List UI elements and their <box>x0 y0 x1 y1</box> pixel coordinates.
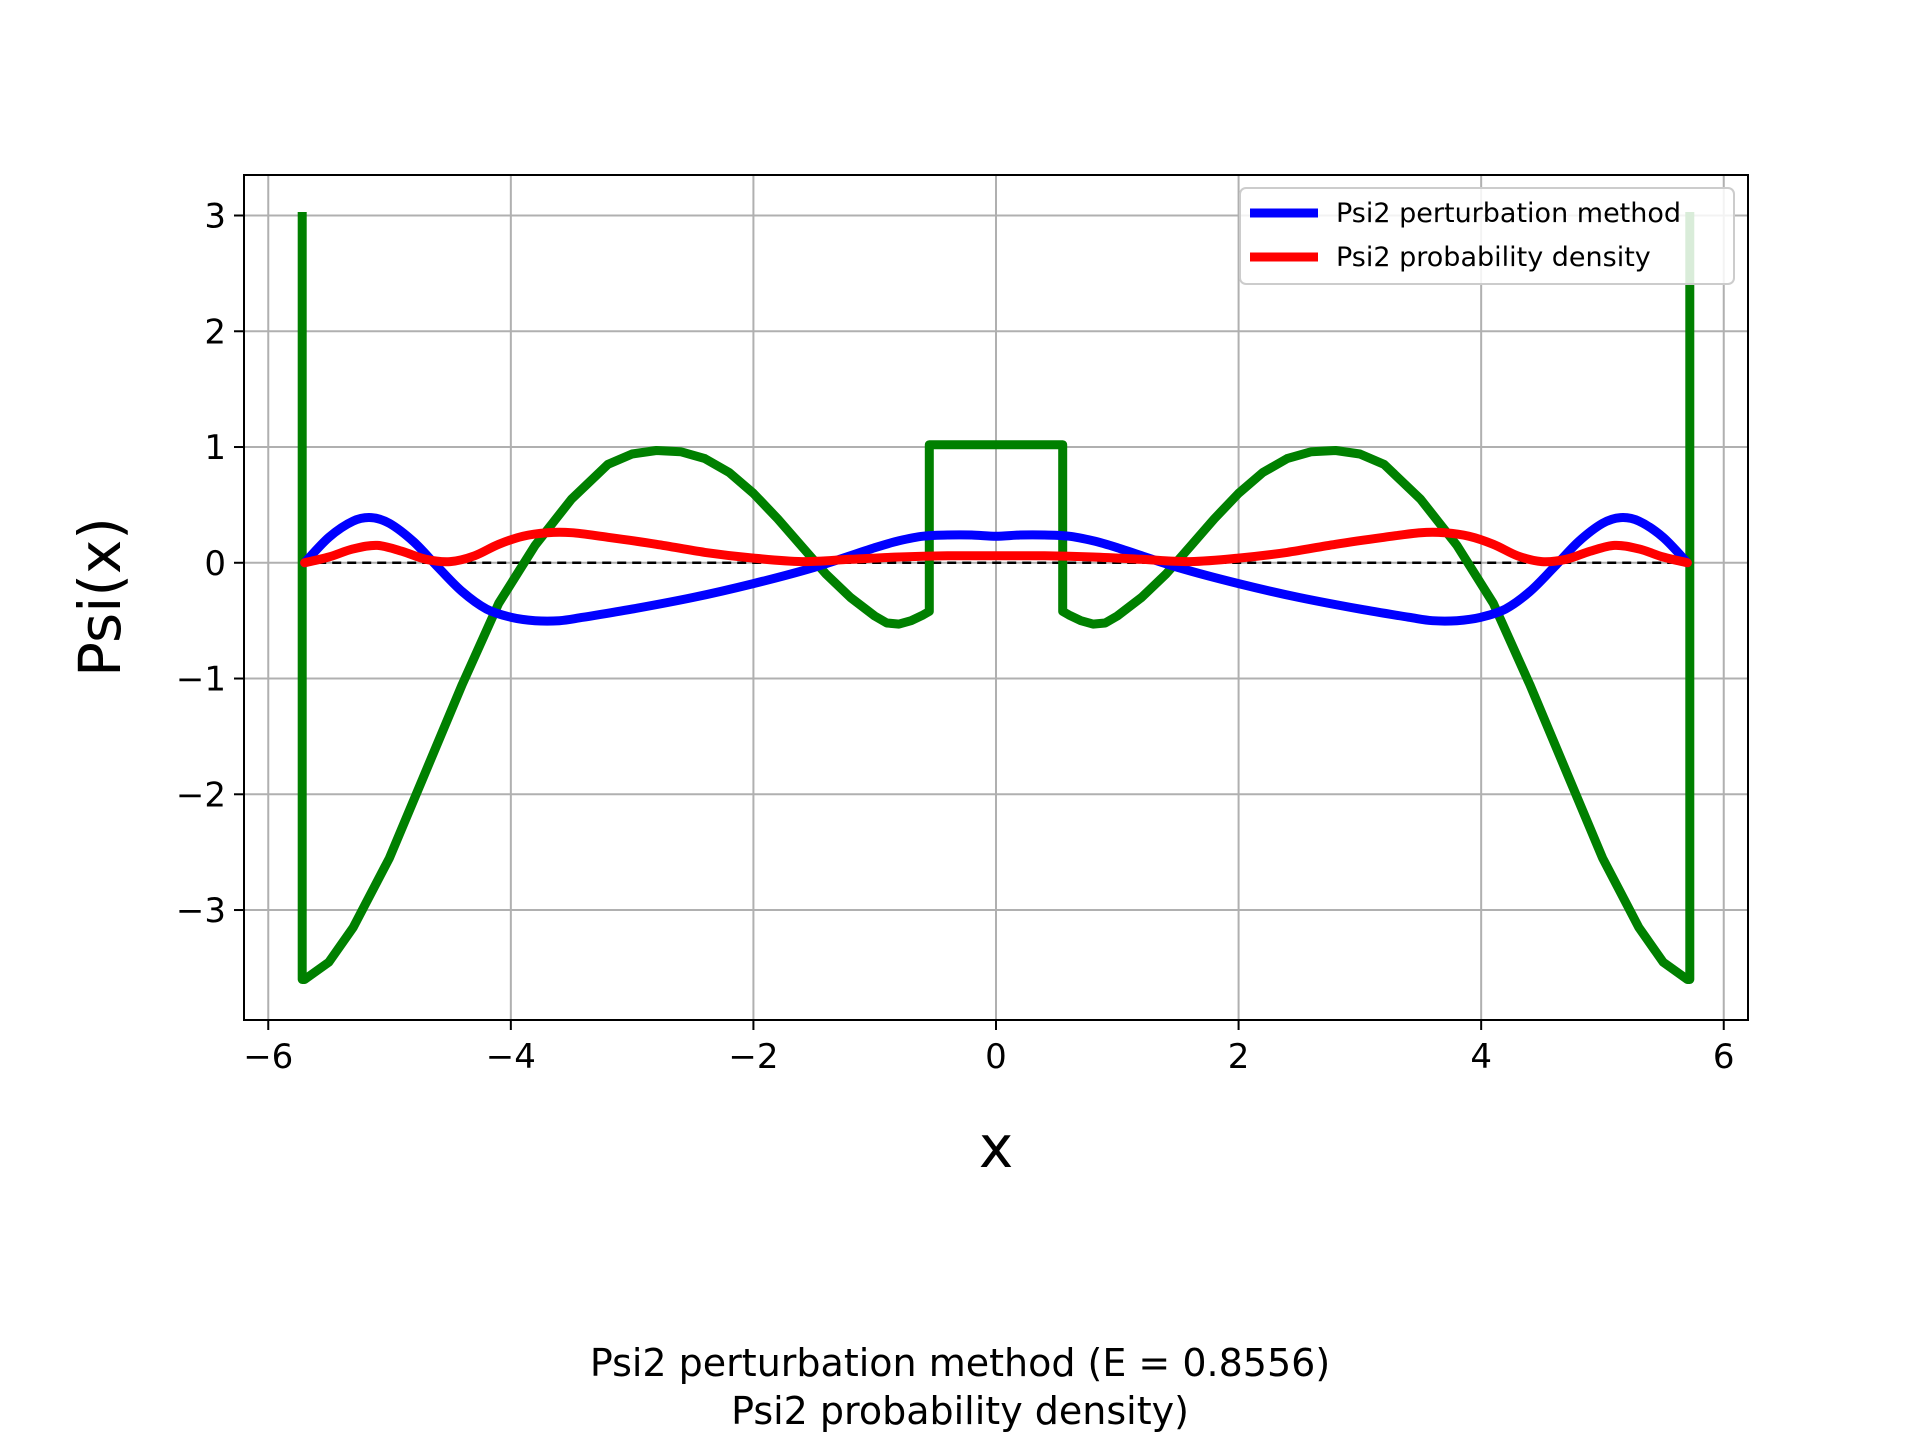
caption-line-2: Psi2 probability density) <box>731 1389 1189 1433</box>
legend-box <box>1239 187 1735 285</box>
y-tick-label: 0 <box>204 544 226 584</box>
y-tick-label: 3 <box>204 197 226 237</box>
legend-label-density: Psi2 probability density <box>1336 242 1651 273</box>
ticks: −6 −4 −2 0 2 4 6 −3 −2 −1 0 1 2 3 <box>176 197 1735 1077</box>
y-tick-label: −2 <box>176 775 226 815</box>
y-tick-label: −3 <box>176 891 226 931</box>
x-tick-label: 0 <box>985 1037 1007 1077</box>
y-tick-label: 2 <box>204 312 226 352</box>
x-tick-label: −4 <box>486 1037 536 1077</box>
caption-line-1: Psi2 perturbation method (E = 0.8556) <box>589 1341 1331 1385</box>
y-tick-label: −1 <box>176 660 226 700</box>
series-lines <box>297 212 1695 984</box>
x-tick-label: −2 <box>728 1037 778 1077</box>
x-tick-label: 2 <box>1228 1037 1250 1077</box>
legend: Psi2 perturbation method Psi2 probabilit… <box>1239 187 1735 285</box>
series-line-perturbation <box>300 513 1692 626</box>
x-tick-label: −6 <box>243 1037 293 1077</box>
x-tick-label: 4 <box>1470 1037 1492 1077</box>
y-tick-label: 1 <box>204 428 226 468</box>
series-line-green <box>297 212 1695 984</box>
x-tick-label: 6 <box>1713 1037 1735 1077</box>
x-axis-label: x <box>979 1113 1013 1181</box>
y-axis-label: Psi(x) <box>66 517 134 677</box>
series-line-density <box>300 527 1692 568</box>
legend-label-perturbation: Psi2 perturbation method <box>1336 198 1681 229</box>
